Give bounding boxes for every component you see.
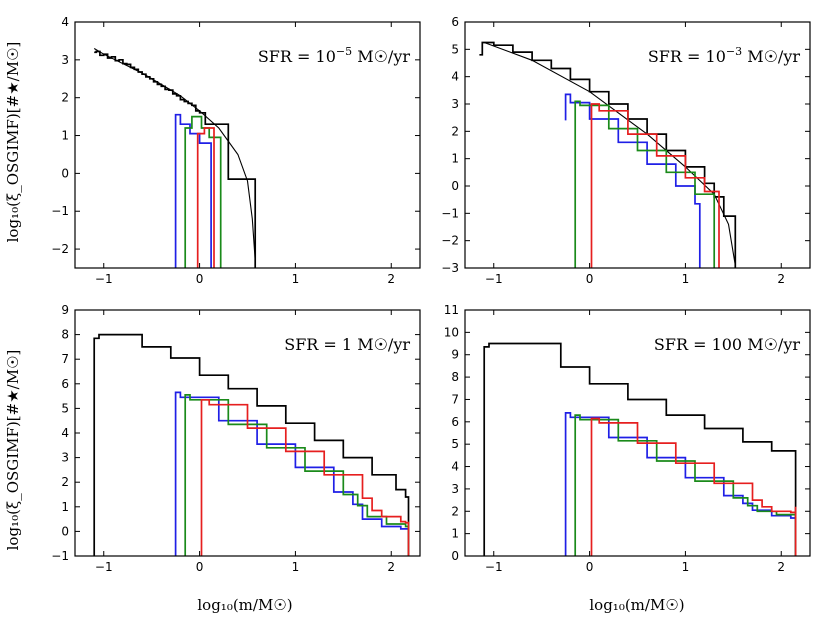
sfr-annotation: SFR = 100 M☉/yr (654, 335, 800, 354)
series-blue (174, 113, 212, 268)
y-tick-label: 3 (61, 451, 69, 465)
y-tick-label: 6 (451, 15, 459, 29)
x-tick-label: 0 (196, 560, 204, 574)
y-tick-label: 8 (61, 328, 69, 342)
series-red (590, 417, 797, 556)
y-tick-label: 1 (61, 129, 69, 143)
x-tick-label: 0 (196, 272, 204, 286)
panel-1: −1 0 1 2 −2 −1 0 1 2 3 4 SFR = 10−5 M☉/yr (51, 15, 421, 286)
y-tick-label: 3 (451, 97, 459, 111)
y-tick-label: 4 (61, 15, 69, 29)
y-tick-label: 0 (61, 166, 69, 180)
x-tick-label: 1 (682, 560, 690, 574)
x-tick-label: 2 (777, 560, 785, 574)
axes-frame (74, 21, 421, 269)
y-tick-label: 10 (444, 325, 459, 339)
y-tick-label: 9 (61, 303, 69, 317)
sfr-annotation: SFR = 10−5 M☉/yr (258, 45, 411, 66)
x-tick-label: 1 (292, 272, 300, 286)
y-tick-label: −1 (441, 206, 459, 220)
y-tick-label: 2 (61, 475, 69, 489)
series-black (93, 333, 410, 556)
y-tick-label: 1 (451, 152, 459, 166)
series-green (184, 115, 222, 268)
y-tick-label: 6 (451, 415, 459, 429)
series-blue (564, 412, 797, 556)
y-tick-label: 3 (451, 482, 459, 496)
y-tick-label: 0 (451, 549, 459, 563)
axes-frame (464, 309, 811, 557)
x-tick-label: 2 (777, 272, 785, 286)
y-axis-label-top: log₁₀(ξ_OSGIMF)[#★/M☉] (4, 42, 22, 243)
series-black (483, 342, 797, 556)
series-blue (174, 391, 410, 556)
y-tick-label: 2 (451, 504, 459, 518)
series-black-smooth (93, 48, 256, 261)
x-tick-label: −1 (485, 272, 503, 286)
y-tick-label: 5 (61, 401, 69, 415)
y-tick-label: −3 (441, 261, 459, 275)
series-green (574, 100, 716, 268)
panel-4: −1 0 1 2 0 1 2 3 4 5 6 7 8 9 10 11 SFR = 100 M☉/yr (444, 303, 811, 574)
y-tick-label: 1 (451, 527, 459, 541)
y-tick-label: 4 (451, 70, 459, 84)
panel-3: −1 0 1 2 −1 0 1 2 3 4 5 6 7 8 9 SFR = 1 M☉/yr (51, 303, 421, 574)
series-red (196, 127, 215, 268)
x-tick-label: 2 (387, 560, 395, 574)
x-tick-label: 0 (586, 272, 594, 286)
y-tick-label: −2 (441, 234, 459, 248)
x-tick-label: 0 (586, 560, 594, 574)
y-tick-label: 0 (451, 179, 459, 193)
sfr-annotation: SFR = 10−3 M☉/yr (648, 45, 801, 66)
y-tick-label: −2 (51, 242, 69, 256)
x-tick-label: 1 (292, 560, 300, 574)
y-tick-label: 5 (451, 437, 459, 451)
y-tick-label: −1 (51, 549, 69, 563)
series-black-step (479, 41, 737, 268)
y-tick-label: 0 (61, 524, 69, 538)
x-tick-label: 1 (682, 272, 690, 286)
y-axis-label-bottom: log₁₀(ξ_OSGIMF)[#★/M☉] (4, 350, 22, 551)
y-tick-label: 7 (61, 352, 69, 366)
x-tick-label: −1 (95, 560, 113, 574)
series-green (184, 394, 410, 556)
x-axis-label-left: log₁₀(m/M☉) (197, 596, 292, 614)
x-axis-label-right: log₁₀(m/M☉) (589, 596, 684, 614)
axes-frame (464, 21, 811, 269)
x-tick-label: 2 (387, 272, 395, 286)
x-tick-label: −1 (485, 560, 503, 574)
y-tick-label: 2 (61, 91, 69, 105)
y-tick-label: 11 (444, 303, 459, 317)
series-black-step (94, 50, 257, 268)
sfr-annotation: SFR = 1 M☉/yr (284, 335, 410, 354)
series-black-smooth (484, 41, 736, 266)
y-tick-label: 6 (61, 377, 69, 391)
y-tick-label: 4 (451, 460, 459, 474)
y-tick-label: −1 (51, 204, 69, 218)
series-red (200, 398, 410, 556)
panel-2: −1 0 1 2 −3 −2 −1 0 1 2 3 4 5 6 SFR = 10−3 M☉/yr (441, 15, 811, 286)
y-tick-label: 4 (61, 426, 69, 440)
y-tick-label: 9 (451, 348, 459, 362)
series-blue (564, 93, 701, 268)
x-tick-label: −1 (95, 272, 113, 286)
y-tick-label: 5 (451, 42, 459, 56)
y-tick-label: 3 (61, 53, 69, 67)
y-tick-label: 2 (451, 124, 459, 138)
series-red (590, 103, 720, 268)
y-tick-label: 7 (451, 392, 459, 406)
y-tick-label: 8 (451, 370, 459, 384)
y-tick-label: 1 (61, 500, 69, 514)
